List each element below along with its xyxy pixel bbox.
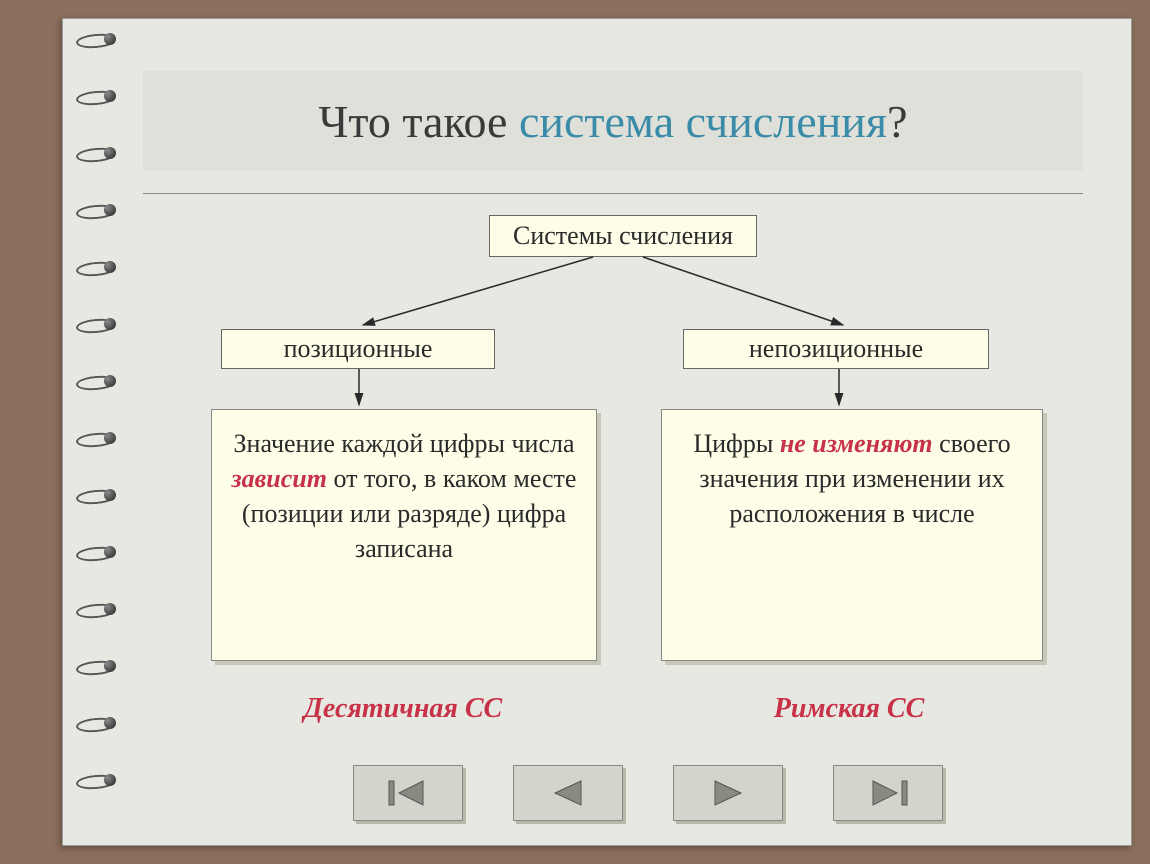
desc-right-p0: Цифры xyxy=(693,429,780,458)
spiral-ring xyxy=(76,258,116,276)
nav-next-button[interactable] xyxy=(673,765,783,821)
spiral-ring xyxy=(76,657,116,675)
desc-left-p1: зависит xyxy=(232,464,327,493)
title-area: Что такое система счисления? xyxy=(143,71,1083,171)
branch-right-text: непозиционные xyxy=(749,334,923,364)
connector-right xyxy=(633,257,893,335)
branch-left-label: позиционные xyxy=(221,329,495,369)
branch-left-text: позиционные xyxy=(284,334,433,364)
tree-root: Системы счисления xyxy=(489,215,757,257)
spiral-ring xyxy=(76,429,116,447)
branch-right-desc: Цифры не изменяют своего значения при из… xyxy=(661,409,1043,661)
nav-first-button[interactable] xyxy=(353,765,463,821)
connector-right-down xyxy=(831,369,851,413)
spiral-ring xyxy=(76,372,116,390)
spiral-ring xyxy=(76,315,116,333)
last-icon xyxy=(863,777,913,809)
spiral-ring xyxy=(76,714,116,732)
divider xyxy=(143,193,1083,194)
nav-buttons xyxy=(353,765,943,821)
spiral-ring xyxy=(76,486,116,504)
page-title: Что такое система счисления? xyxy=(318,95,907,148)
branch-right-footer: Римская СС xyxy=(739,693,959,725)
branch-left-desc: Значение каждой цифры числа зависит от т… xyxy=(211,409,597,661)
nav-last-button[interactable] xyxy=(833,765,943,821)
spiral-ring xyxy=(76,771,116,789)
desc-right-p1: не изменяют xyxy=(780,429,933,458)
spiral-ring xyxy=(76,144,116,162)
nav-prev-button[interactable] xyxy=(513,765,623,821)
tree-root-label: Системы счисления xyxy=(513,221,733,251)
spiral-binding xyxy=(76,30,116,830)
title-accent: система счисления xyxy=(519,96,887,147)
spiral-ring xyxy=(76,87,116,105)
first-icon xyxy=(383,777,433,809)
title-suffix: ? xyxy=(887,96,907,147)
connector-left-down xyxy=(351,369,371,413)
spiral-ring xyxy=(76,30,116,48)
spiral-ring xyxy=(76,600,116,618)
branch-left-footer: Десятичная СС xyxy=(273,693,533,725)
slide-page: Что такое система счисления? Системы счи… xyxy=(62,18,1132,846)
branch-right-label: непозиционные xyxy=(683,329,989,369)
next-icon xyxy=(703,777,753,809)
spiral-ring xyxy=(76,201,116,219)
desc-left-p0: Значение каждой цифры числа xyxy=(234,429,575,458)
connector-left xyxy=(353,257,633,335)
spiral-ring xyxy=(76,543,116,561)
prev-icon xyxy=(543,777,593,809)
title-prefix: Что такое xyxy=(318,96,518,147)
